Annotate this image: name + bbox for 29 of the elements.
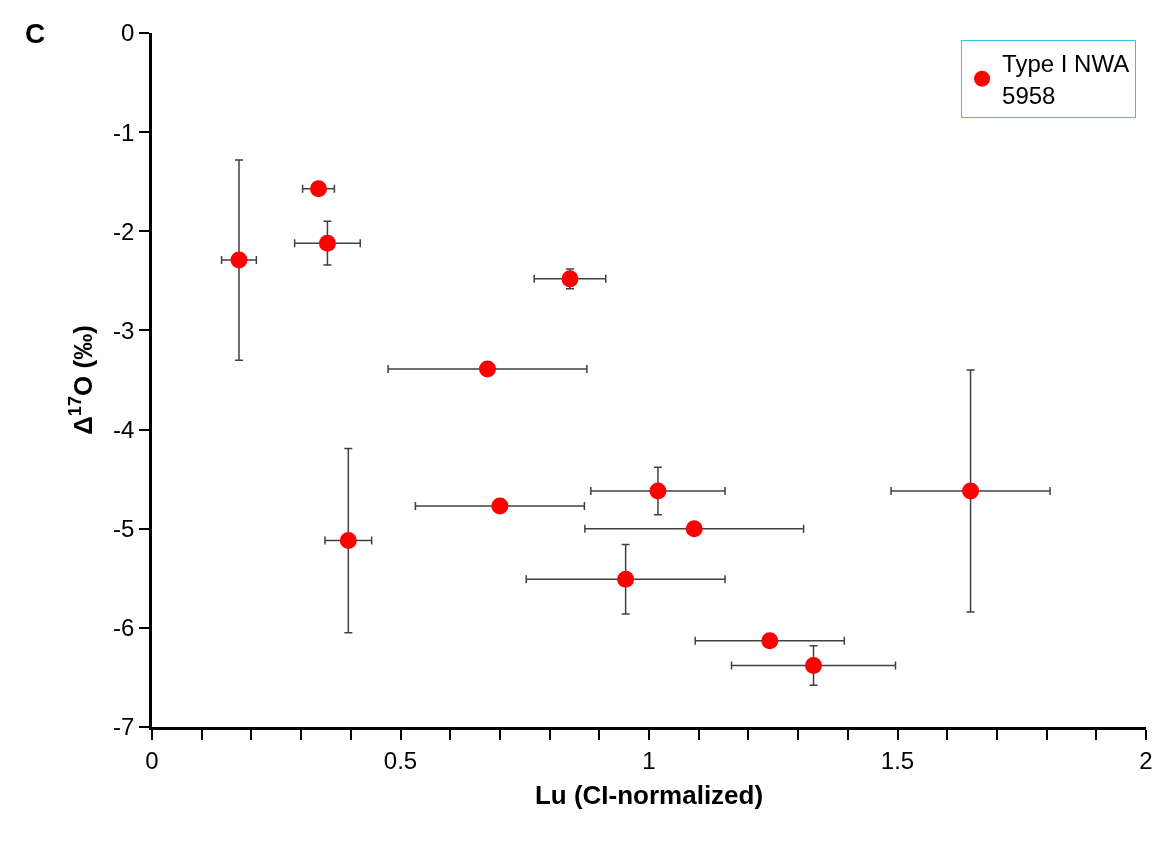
x-tick-label: 2 <box>1139 746 1153 774</box>
x-tick-label: 1.5 <box>880 746 915 774</box>
point <box>310 180 327 198</box>
y-tick-label: -1 <box>113 118 135 146</box>
point <box>491 497 509 515</box>
point <box>230 251 248 269</box>
y-tick-label: -5 <box>113 515 135 543</box>
y-tick-label: -7 <box>113 713 135 741</box>
point <box>761 632 779 650</box>
point <box>318 234 336 252</box>
point <box>649 482 667 500</box>
y-tick-label: -2 <box>113 217 135 245</box>
y-tick-label: -4 <box>113 415 135 443</box>
y-tick-label: -6 <box>113 614 135 642</box>
point <box>339 532 357 550</box>
y-tick-label: 0 <box>121 19 135 47</box>
x-axis-title: Lu (CI-normalized) <box>534 780 764 811</box>
point <box>685 520 703 538</box>
point <box>561 270 579 288</box>
point <box>962 482 980 500</box>
x-tick-label: 1 <box>642 746 656 774</box>
x-tick-label: 0.5 <box>383 746 418 774</box>
point <box>617 570 635 588</box>
point <box>478 360 496 378</box>
legend-label: Type I NWA 5958 <box>1002 50 1130 109</box>
text: C <box>25 18 46 49</box>
y-tick-label: -3 <box>113 316 135 344</box>
point <box>805 657 823 675</box>
x-tick-label: 0 <box>145 746 159 774</box>
